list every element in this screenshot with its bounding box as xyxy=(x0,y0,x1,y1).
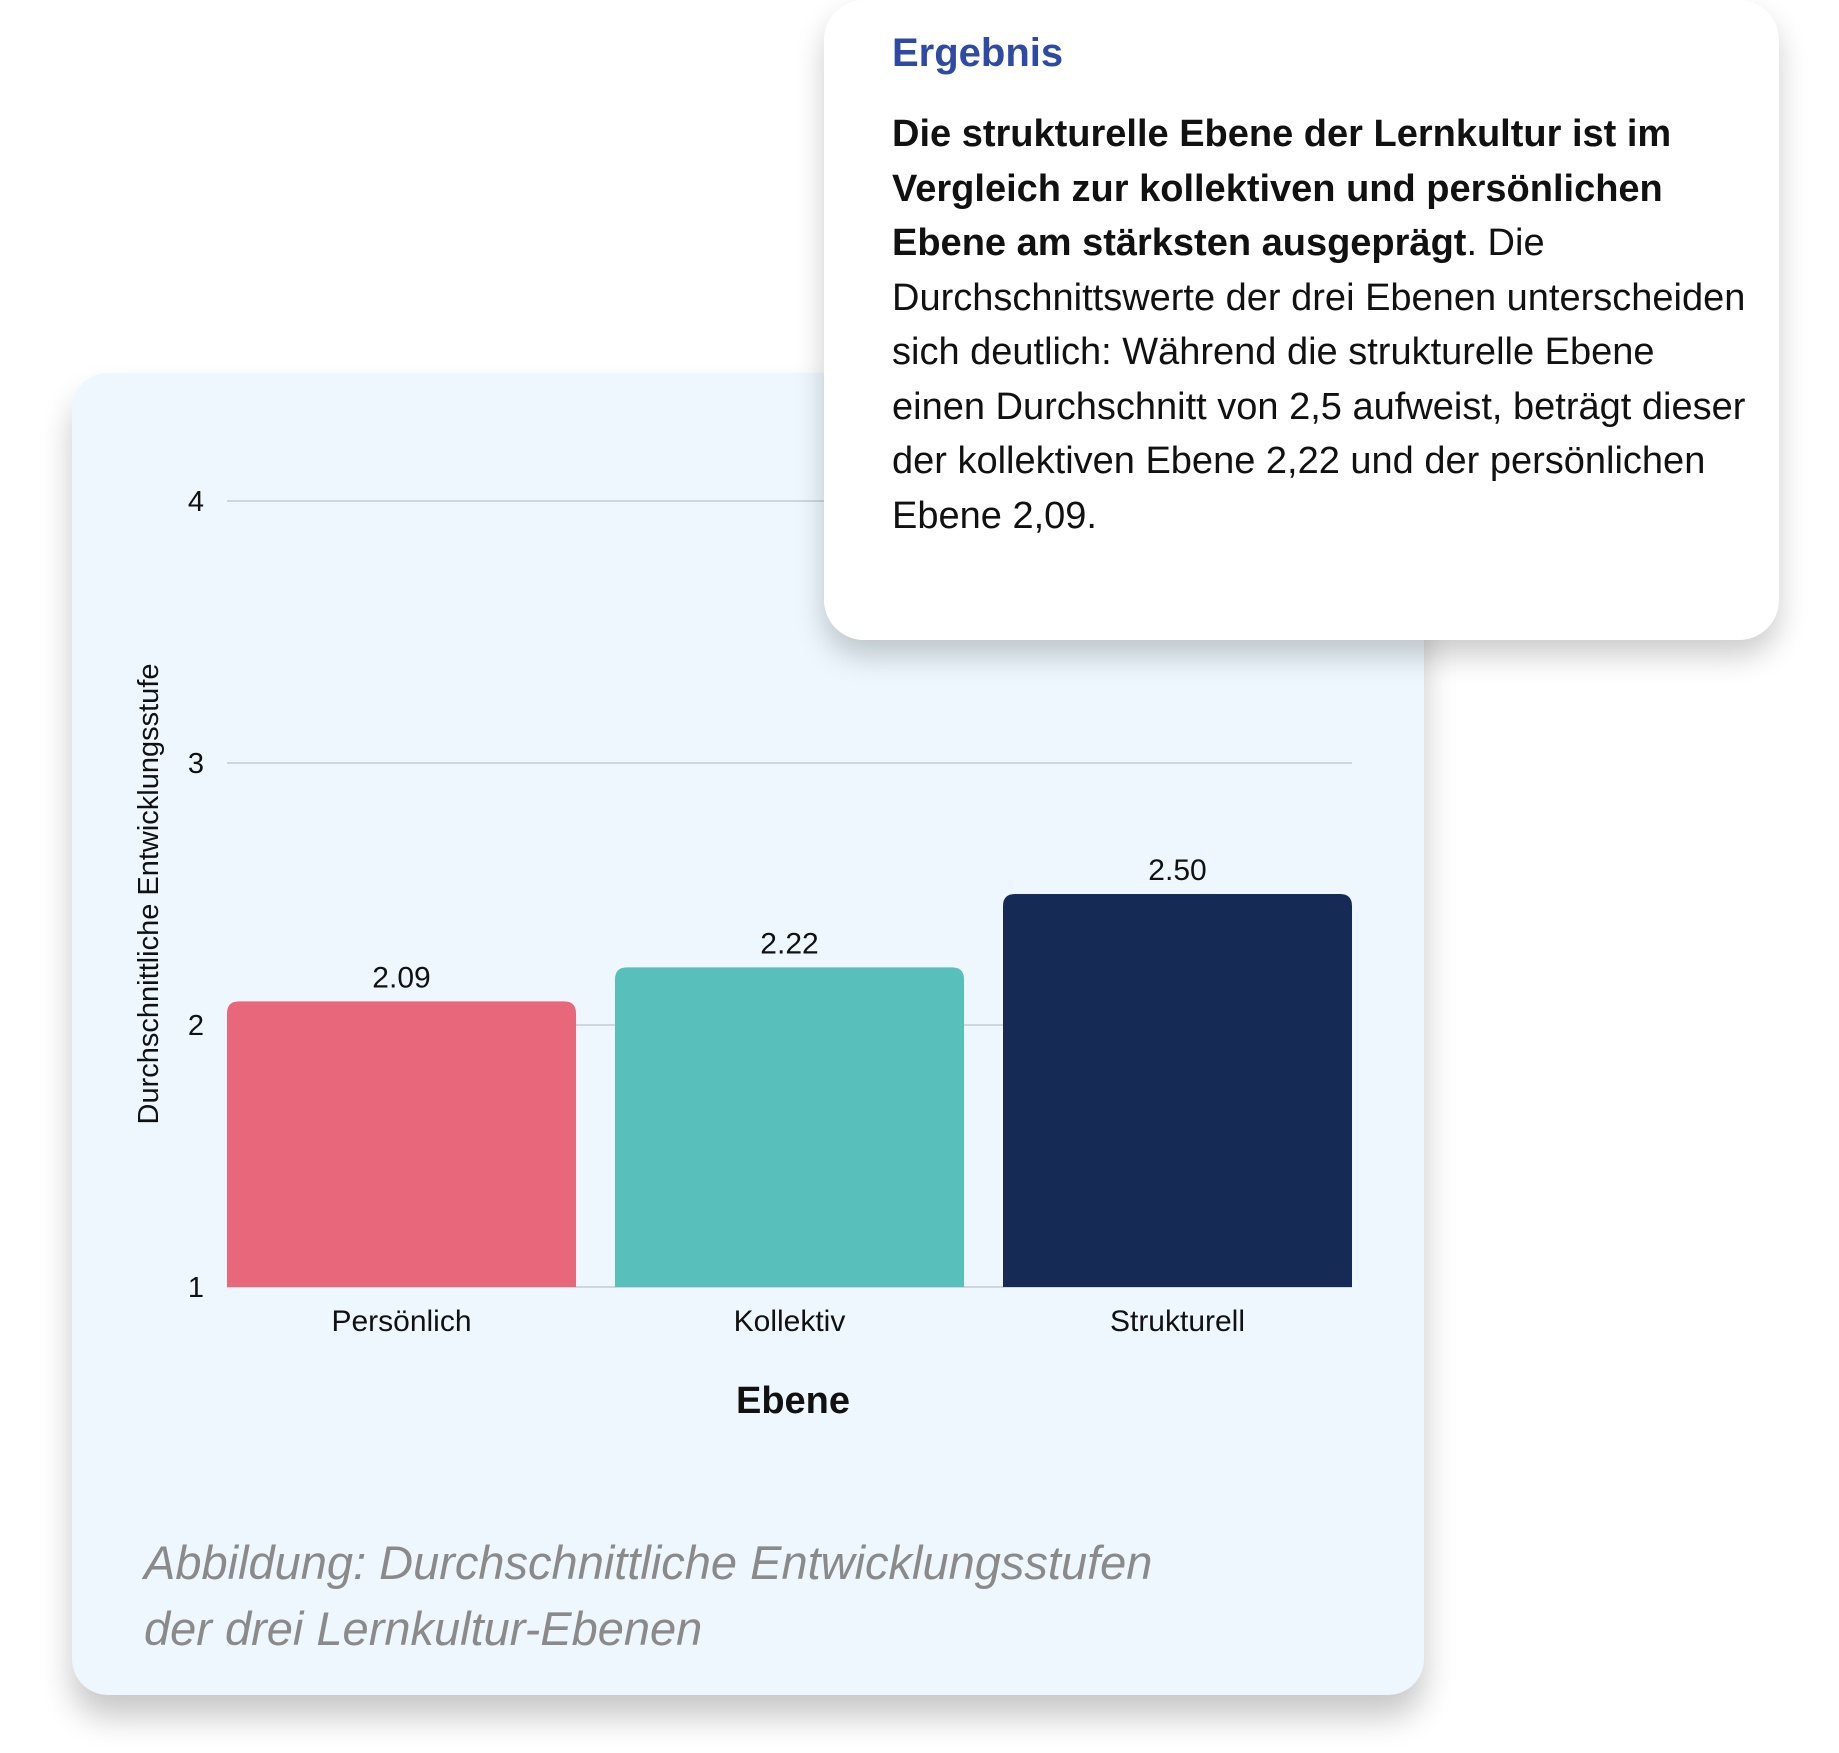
value-labels: 2.09 2.22 2.50 xyxy=(372,854,1206,994)
caption-line-2: der drei Lernkultur-Ebenen xyxy=(144,1602,703,1655)
y-axis-ticks: 1 2 3 4 xyxy=(188,486,204,1304)
bar-value-label: 2.09 xyxy=(372,961,430,994)
result-body-text: . Die Durchschnittswerte der drei Ebenen… xyxy=(892,222,1746,537)
bar-kollektiv xyxy=(615,967,964,1287)
figure-caption: Abbildung: Durchschnittliche Entwicklung… xyxy=(144,1530,1374,1662)
y-tick-label: 1 xyxy=(188,1272,204,1304)
bar-value-label: 2.22 xyxy=(760,927,818,960)
result-paragraph: Die strukturelle Ebene der Lernkultur is… xyxy=(892,107,1752,543)
y-axis-title: Durchschnittliche Entwicklungsstufe xyxy=(133,664,165,1125)
result-bold-statement: Die strukturelle Ebene der Lernkultur is… xyxy=(892,113,1672,264)
bar-chart: 1 2 3 4 2.09 2.22 2.50 Persönlich Kollektiv Str… xyxy=(133,486,1352,1422)
bar-persönlich xyxy=(227,1001,576,1287)
x-axis-title: Ebene xyxy=(736,1380,850,1422)
caption-line-1: Abbildung: Durchschnittliche Entwicklung… xyxy=(144,1536,1153,1589)
y-tick-label: 4 xyxy=(188,486,204,518)
bar-value-label: 2.50 xyxy=(1148,854,1206,887)
bar-strukturell xyxy=(1003,894,1352,1287)
bars xyxy=(227,894,1352,1287)
y-tick-label: 3 xyxy=(188,748,204,780)
result-heading: Ergebnis xyxy=(892,31,1064,75)
x-category-label: Kollektiv xyxy=(734,1305,846,1338)
y-tick-label: 2 xyxy=(188,1010,204,1042)
x-axis-categories: Persönlich Kollektiv Strukturell xyxy=(331,1305,1245,1338)
x-category-label: Strukturell xyxy=(1110,1305,1245,1338)
result-card: Ergebnis Die strukturelle Ebene der Lern… xyxy=(824,0,1779,640)
x-category-label: Persönlich xyxy=(331,1305,471,1338)
